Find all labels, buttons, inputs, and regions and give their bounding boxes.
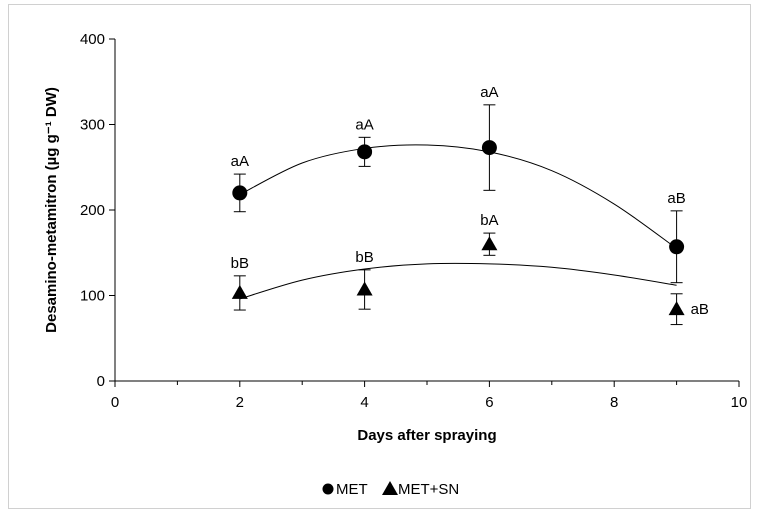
series-met-sn: bB bB bA aB: [231, 212, 709, 326]
data-point-met-sn: [356, 281, 373, 296]
significance-label: aA: [355, 116, 373, 133]
legend-label-met-sn: MET+SN: [398, 481, 459, 498]
significance-label: aB: [691, 301, 709, 318]
y-tick-label: 400: [80, 31, 105, 48]
significance-label: bB: [231, 255, 249, 272]
data-point-met-sn: [668, 301, 685, 316]
significance-label: aA: [480, 84, 498, 101]
data-point-met: [357, 144, 373, 160]
legend-label-met: MET: [336, 481, 368, 498]
x-axis-title: Days after spraying: [357, 427, 496, 444]
data-point-met: [481, 140, 497, 156]
y-tick-label: 300: [80, 117, 105, 134]
legend-marker-met-sn: [382, 481, 398, 495]
x-tick-label: 6: [485, 394, 493, 411]
x-tick-label: 10: [731, 394, 748, 411]
x-tick-label: 4: [360, 394, 368, 411]
chart-marks: aA aA aA aB bB bB bA aB: [231, 84, 709, 326]
data-point-met-sn: [231, 284, 248, 299]
y-tick-label: 100: [80, 288, 105, 305]
x-tick-label: 2: [236, 394, 244, 411]
x-tick-label: 8: [610, 394, 618, 411]
significance-label: aB: [667, 190, 685, 207]
y-tick-label: 200: [80, 202, 105, 219]
significance-label: bB: [355, 249, 373, 266]
trend-line-met: [239, 144, 677, 249]
y-axis-title: Desamino-metamitron (µg g⁻¹ DW): [43, 87, 60, 333]
legend-marker-met: [322, 483, 334, 495]
legend: MET MET+SN: [322, 481, 459, 498]
chart-frame: [8, 4, 751, 509]
y-tick-label: 0: [97, 373, 105, 390]
trend-line-met-sn: [239, 262, 677, 300]
series-met: aA aA aA aB: [231, 84, 686, 284]
data-point-met: [669, 239, 685, 255]
significance-label: bA: [480, 212, 498, 229]
data-point-met: [232, 185, 248, 201]
data-point-met-sn: [481, 236, 498, 251]
significance-label: aA: [231, 153, 249, 170]
x-tick-label: 0: [111, 394, 119, 411]
